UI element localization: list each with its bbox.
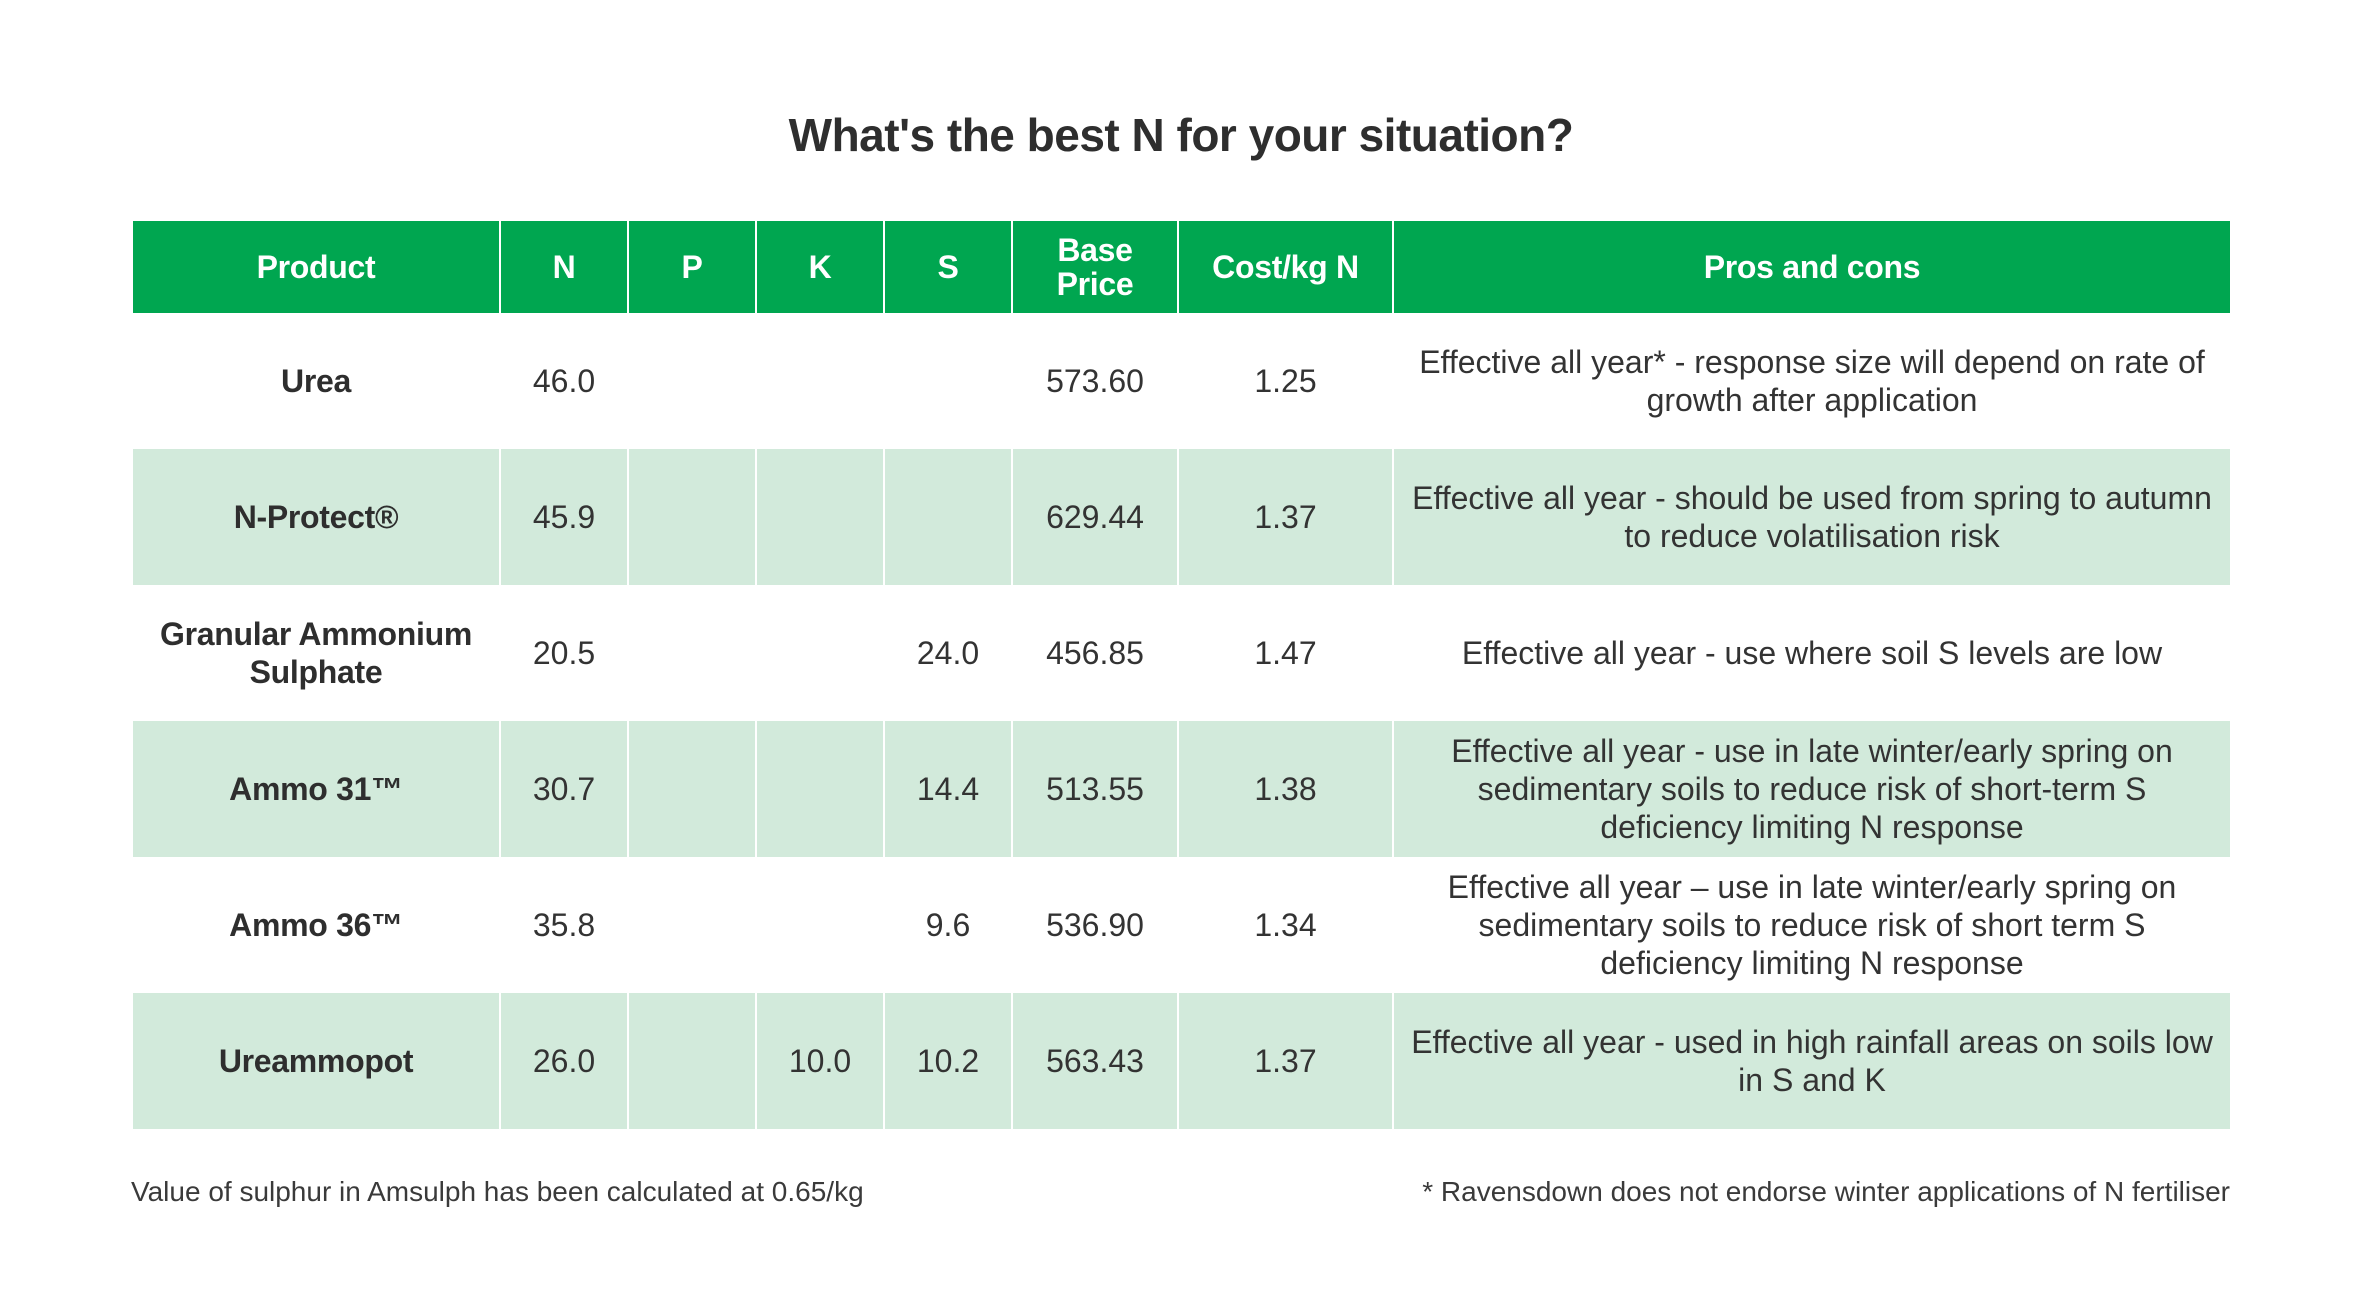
k-cell [755, 313, 885, 449]
p-cell [627, 313, 757, 449]
base-price-cell: 563.43 [1011, 993, 1179, 1129]
table-row: Ammo 36™ 35.8 9.6 536.90 1.34 Effective … [131, 857, 2232, 993]
header-k: K [755, 221, 885, 313]
s-cell: 14.4 [883, 721, 1013, 857]
pros-cons-cell: Effective all year* - response size will… [1392, 313, 2232, 449]
product-cell: Ammo 36™ [131, 857, 501, 993]
cost-per-kg-n-cell: 1.37 [1177, 449, 1394, 585]
pros-cons-cell: Effective all year - used in high rainfa… [1392, 993, 2232, 1129]
table-row: Urea 46.0 573.60 1.25 Effective all year… [131, 313, 2232, 449]
header-product: Product [131, 221, 501, 313]
base-price-cell: 629.44 [1011, 449, 1179, 585]
k-cell [755, 857, 885, 993]
base-price-cell: 536.90 [1011, 857, 1179, 993]
footnote-sulphur-value: Value of sulphur in Amsulph has been cal… [131, 1176, 864, 1207]
p-cell [627, 585, 757, 721]
cost-per-kg-n-cell: 1.25 [1177, 313, 1394, 449]
k-cell [755, 721, 885, 857]
n-cell: 35.8 [499, 857, 629, 993]
table-row: Granular Ammonium Sulphate 20.5 24.0 456… [131, 585, 2232, 721]
base-price-cell: 513.55 [1011, 721, 1179, 857]
product-cell: N-Protect® [131, 449, 501, 585]
pros-cons-cell: Effective all year - use in late winter/… [1392, 721, 2232, 857]
table-header-row: Product N P K S Base Price Cost/kg N Pro… [131, 221, 2232, 313]
footnote-disclaimer: * Ravensdown does not endorse winter app… [1422, 1176, 2230, 1207]
pros-cons-cell: Effective all year - use where soil S le… [1392, 585, 2232, 721]
product-cell: Ammo 31™ [131, 721, 501, 857]
table-row: N-Protect® 45.9 629.44 1.37 Effective al… [131, 449, 2232, 585]
s-cell: 24.0 [883, 585, 1013, 721]
s-cell [883, 313, 1013, 449]
pros-cons-cell: Effective all year – use in late winter/… [1392, 857, 2232, 993]
s-cell: 9.6 [883, 857, 1013, 993]
s-cell [883, 449, 1013, 585]
p-cell [627, 857, 757, 993]
product-cell: Granular Ammonium Sulphate [131, 585, 501, 721]
p-cell [627, 993, 757, 1129]
cost-per-kg-n-cell: 1.37 [1177, 993, 1394, 1129]
base-price-cell: 573.60 [1011, 313, 1179, 449]
base-price-cell: 456.85 [1011, 585, 1179, 721]
cost-per-kg-n-cell: 1.34 [1177, 857, 1394, 993]
p-cell [627, 449, 757, 585]
table-row: Ureammopot 26.0 10.0 10.2 563.43 1.37 Ef… [131, 993, 2232, 1129]
header-pros-cons: Pros and cons [1392, 221, 2232, 313]
p-cell [627, 721, 757, 857]
header-s: S [883, 221, 1013, 313]
s-cell: 10.2 [883, 993, 1013, 1129]
n-cell: 20.5 [499, 585, 629, 721]
header-base-price: Base Price [1011, 221, 1179, 313]
n-cell: 45.9 [499, 449, 629, 585]
header-n: N [499, 221, 629, 313]
page-title: What's the best N for your situation? [788, 109, 1574, 161]
header-cost-per-kg-n: Cost/kg N [1177, 221, 1394, 313]
cost-per-kg-n-cell: 1.38 [1177, 721, 1394, 857]
n-cell: 46.0 [499, 313, 629, 449]
header-p: P [627, 221, 757, 313]
cost-per-kg-n-cell: 1.47 [1177, 585, 1394, 721]
k-cell [755, 449, 885, 585]
k-cell [755, 585, 885, 721]
n-cell: 30.7 [499, 721, 629, 857]
k-cell: 10.0 [755, 993, 885, 1129]
product-cell: Ureammopot [131, 993, 501, 1129]
pros-cons-cell: Effective all year - should be used from… [1392, 449, 2232, 585]
table-row: Ammo 31™ 30.7 14.4 513.55 1.38 Effective… [131, 721, 2232, 857]
product-cell: Urea [131, 313, 501, 449]
n-cell: 26.0 [499, 993, 629, 1129]
fertiliser-comparison-table: Product N P K S Base Price Cost/kg N Pro… [131, 221, 2232, 1129]
